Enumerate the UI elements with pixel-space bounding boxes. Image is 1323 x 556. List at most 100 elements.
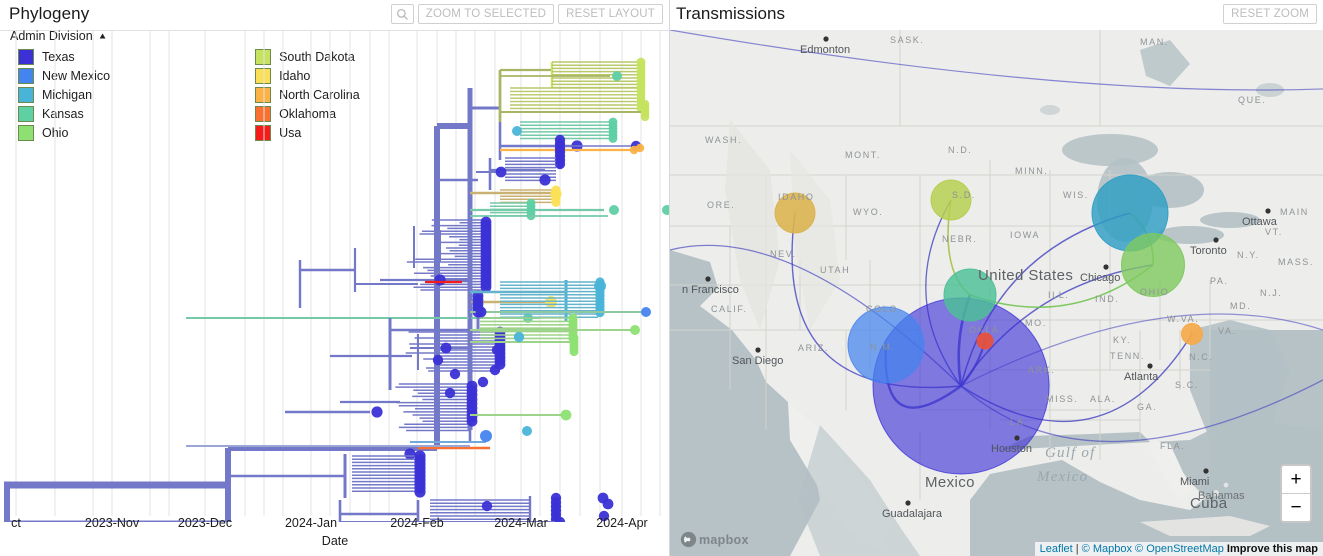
map-water-label: Mexico [1036,469,1088,485]
tree-tip-node[interactable] [491,344,503,356]
legend-item-label: Usa [279,125,302,140]
legend-item-label: Kansas [42,106,84,121]
map-region-label: VA. [1218,326,1237,336]
map-city-label: Atlanta [1124,371,1159,383]
zoom-in-button[interactable]: + [1282,466,1310,493]
cuba [1140,516,1270,536]
map-header: Transmissions RESET ZOOM [670,0,1323,31]
legend-item-oklahoma[interactable]: Oklahoma [255,104,360,123]
tree-tip-node[interactable] [551,197,561,207]
tree-tip-node[interactable] [414,486,426,498]
reset-zoom-button[interactable]: RESET ZOOM [1223,4,1317,24]
x-axis-tick: 2024-Feb [390,516,444,530]
tree-tip-node[interactable] [608,134,618,143]
legend-item-idaho[interactable]: Idaho [255,66,360,85]
tree-tip-node[interactable] [630,325,640,335]
tree-tip-node[interactable] [495,166,507,178]
map-region-label: WIS. [1063,190,1089,200]
florida-peninsula [1150,440,1190,500]
legend-item-south-dakota[interactable]: South Dakota [255,47,360,66]
tree-tip-node[interactable] [481,500,493,512]
phylogeny-tree[interactable] [0,30,670,544]
legend-item-usa[interactable]: Usa [255,123,360,142]
tree-tip-node[interactable] [569,347,579,357]
map-region-label: ILL. [1048,290,1069,300]
tree-tip-node[interactable] [432,354,444,366]
x-axis-ticks: ct 2023-Nov 2023-Dec 2024-Jan 2024-Feb 2024-M… [0,516,669,534]
tree-tip-node[interactable] [550,188,562,200]
bahamas-island [1213,490,1219,496]
tree-tip-node[interactable] [602,498,614,510]
tree-tip-node[interactable] [434,274,446,286]
map-node-kansas[interactable] [943,268,997,322]
mapbox-link[interactable]: © Mapbox [1081,543,1132,555]
tree-tip-node[interactable] [560,409,572,421]
map-node-north-carolina[interactable] [1181,323,1203,345]
tree-tip-node[interactable] [475,306,487,318]
tree-tip-node[interactable] [466,415,478,427]
tree-tip-node[interactable] [539,174,551,186]
map-region-label: N.C. [1189,352,1213,362]
map-region-label: FLA. [1160,441,1185,451]
transmissions-panel: Transmissions RESET ZOOM SASK. MAN. QUE. WA… [670,0,1323,556]
legend-item-texas[interactable]: Texas [18,47,110,66]
map-region-label: IOWA [1010,230,1040,240]
tree-tip-node[interactable] [480,281,492,293]
tree-tip-node[interactable] [609,205,619,215]
tree-tip-node[interactable] [512,126,522,136]
tree-tip-node[interactable] [513,331,525,343]
city-dot [823,36,829,42]
tree-tip-node[interactable] [594,280,606,292]
tree-tip-node[interactable] [554,158,566,170]
tree-tip-node[interactable] [629,145,639,155]
tree-tip-node[interactable] [598,510,610,522]
leaflet-link[interactable]: Leaflet [1039,543,1073,555]
tree-tip-node[interactable] [480,430,492,442]
map-region-label: SASK. [890,35,925,45]
transmission-arc[interactable] [670,30,1323,91]
tree-tip-node[interactable] [641,307,651,317]
tree-tip-node[interactable] [662,205,670,215]
tree-tip-node[interactable] [612,71,622,81]
map-region-label: VT. [1265,227,1283,237]
tree-tip-node[interactable] [477,376,489,388]
map-region-label: NEBR. [942,234,978,244]
openstreetmap-link[interactable]: © OpenStreetMap [1135,543,1224,555]
legend-item-north-carolina[interactable]: North Carolina [255,85,360,104]
map-water-label: Gulf of [1045,445,1096,461]
map-island-label: Bahamas [1198,490,1245,502]
map-node-idaho[interactable] [774,192,816,234]
map-node-oklahoma[interactable] [976,332,994,350]
legend-color-swatch [255,48,272,65]
lake-superior [1062,134,1158,166]
tree-tip-node[interactable] [404,448,416,460]
tree-tip-node[interactable] [489,364,501,376]
legend-item-label: South Dakota [279,49,355,64]
tree-tip-node[interactable] [640,112,650,122]
tree-tip-node[interactable] [440,342,452,354]
improve-map-link[interactable]: Improve this map [1226,543,1318,555]
map-region-label: OKLA. [969,325,1004,335]
map-node-south-dakota[interactable] [930,179,972,221]
tree-tip-node[interactable] [371,406,383,418]
map-region-label: N.J. [1260,288,1282,298]
legend-title[interactable]: Admin Division ▲ [10,29,108,43]
reset-layout-button[interactable]: RESET LAYOUT [558,4,663,24]
zoom-to-selected-button[interactable]: ZOOM TO SELECTED [417,4,555,24]
search-icon[interactable] [390,4,414,24]
legend-color-swatch [18,105,34,122]
legend-item-kansas[interactable]: Kansas [18,104,110,123]
map-node-ohio[interactable] [1121,233,1185,297]
legend-item-label: North Carolina [279,87,360,102]
mapbox-logo-text: mapbox [699,532,749,547]
mapbox-logo[interactable]: mapbox [680,531,749,548]
map-canvas[interactable]: SASK. MAN. QUE. WASH. MONT. N.D. MINN. ORE. IDAH… [670,30,1323,556]
tree-tip-node[interactable] [449,368,461,380]
lake-ontario [1200,212,1260,228]
tree-tip-node[interactable] [444,387,456,399]
zoom-out-button[interactable]: − [1282,493,1310,521]
map-node-new-mexico[interactable] [847,306,925,384]
map-region-label: ARK. [1028,365,1055,375]
tree-tip-node[interactable] [522,426,532,436]
map-city-label: Houston [991,443,1032,455]
